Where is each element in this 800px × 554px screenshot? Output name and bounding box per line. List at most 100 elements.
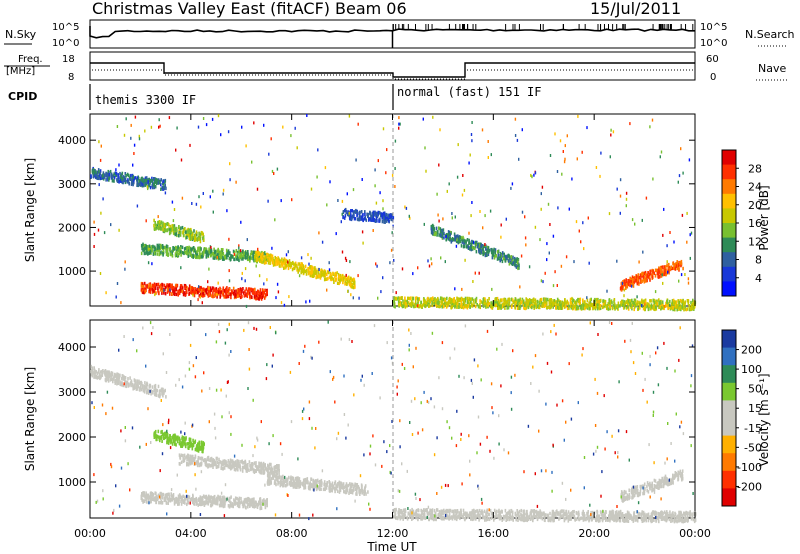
echo-cell xyxy=(675,300,678,304)
echo-cell xyxy=(437,304,440,309)
echo-cell xyxy=(200,247,202,251)
echo-cell xyxy=(669,231,671,234)
echo-cell xyxy=(531,175,533,179)
echo-cell xyxy=(518,300,521,305)
echo-cell xyxy=(230,257,232,261)
echo-cell xyxy=(133,143,136,147)
echo-cell xyxy=(636,295,638,299)
echo-cell xyxy=(638,300,640,305)
echo-cell xyxy=(263,282,265,286)
echo-cell xyxy=(147,261,150,265)
echo-cell xyxy=(204,458,206,462)
echo-cell xyxy=(546,258,548,262)
echo-cell xyxy=(163,245,166,250)
echo-cell xyxy=(192,441,195,445)
echo-cell xyxy=(197,290,199,295)
echo-cell xyxy=(124,260,126,264)
echo-cell xyxy=(358,296,360,300)
echo-cell xyxy=(383,220,385,224)
echo-cell xyxy=(98,370,100,374)
echo-cell xyxy=(220,466,222,470)
echo-cell xyxy=(120,377,123,381)
echo-cell xyxy=(239,287,242,291)
echo-cell xyxy=(565,304,567,309)
echo-cell xyxy=(690,303,693,308)
echo-cell xyxy=(163,436,166,440)
echo-cell xyxy=(496,301,499,305)
echo-cell xyxy=(460,235,462,240)
echo-cell xyxy=(122,180,124,185)
echo-cell xyxy=(145,219,147,223)
echo-cell xyxy=(388,214,390,218)
echo-cell xyxy=(643,280,646,284)
echo-cell xyxy=(191,254,193,259)
echo-cell xyxy=(266,278,268,282)
echo-cell xyxy=(120,381,123,385)
echo-cell xyxy=(159,389,161,393)
echo-cell xyxy=(261,466,263,471)
echo-cell xyxy=(150,286,152,290)
echo-cell xyxy=(245,292,247,296)
echo-cell xyxy=(154,389,157,394)
echo-cell xyxy=(478,271,480,275)
echo-cell xyxy=(340,220,342,224)
echo-cell xyxy=(259,497,262,501)
echo-cell xyxy=(361,217,363,221)
echo-cell xyxy=(686,307,689,311)
echo-cell xyxy=(181,286,184,290)
echo-cell xyxy=(237,459,240,464)
echo-cell xyxy=(447,302,450,307)
echo-cell xyxy=(563,302,566,306)
echo-cell xyxy=(119,178,122,183)
echo-cell xyxy=(136,381,139,386)
echo-cell xyxy=(650,303,653,307)
echo-cell xyxy=(651,275,654,279)
echo-cell xyxy=(655,305,657,309)
echo-cell xyxy=(686,240,688,244)
echo-cell xyxy=(536,299,539,304)
echo-cell xyxy=(508,254,510,258)
echo-cell xyxy=(196,287,198,292)
echo-cell xyxy=(441,228,443,233)
echo-cell xyxy=(246,255,248,260)
echo-cell xyxy=(505,217,507,221)
echo-cell xyxy=(194,447,197,452)
echo-cell xyxy=(616,259,618,263)
echo-cell xyxy=(592,304,594,308)
echo-cell xyxy=(128,382,130,386)
echo-cell xyxy=(575,301,578,305)
echo-cell xyxy=(637,277,639,281)
echo-cell xyxy=(149,283,151,287)
echo-cell xyxy=(233,252,236,256)
echo-cell xyxy=(130,173,132,177)
echo-cell xyxy=(163,283,166,288)
echo-cell xyxy=(609,305,611,309)
echo-cell xyxy=(388,219,390,223)
echo-cell xyxy=(433,232,436,237)
echo-cell xyxy=(474,271,476,275)
echo-cell xyxy=(608,212,611,216)
echo-cell xyxy=(360,210,363,214)
echo-cell xyxy=(263,260,266,265)
echo-cell xyxy=(478,249,480,254)
echo-cell xyxy=(173,435,175,440)
echo-cell xyxy=(479,245,482,250)
echo-cell xyxy=(576,306,578,311)
echo-cell xyxy=(200,205,202,209)
echo-cell xyxy=(201,294,204,298)
echo-cell xyxy=(634,222,636,226)
echo-cell xyxy=(491,255,494,260)
echo-cell xyxy=(229,162,231,166)
echo-cell xyxy=(674,262,676,267)
echo-cell xyxy=(209,286,212,290)
echo-cell xyxy=(282,262,284,267)
echo-cell xyxy=(162,492,164,497)
echo-cell xyxy=(420,300,422,305)
echo-cell xyxy=(467,246,470,250)
echo-cell xyxy=(647,302,649,306)
echo-cell xyxy=(374,184,376,188)
echo-cell xyxy=(252,250,255,254)
echo-cell xyxy=(672,298,675,303)
echo-cell xyxy=(181,196,184,200)
echo-cell xyxy=(187,227,189,232)
